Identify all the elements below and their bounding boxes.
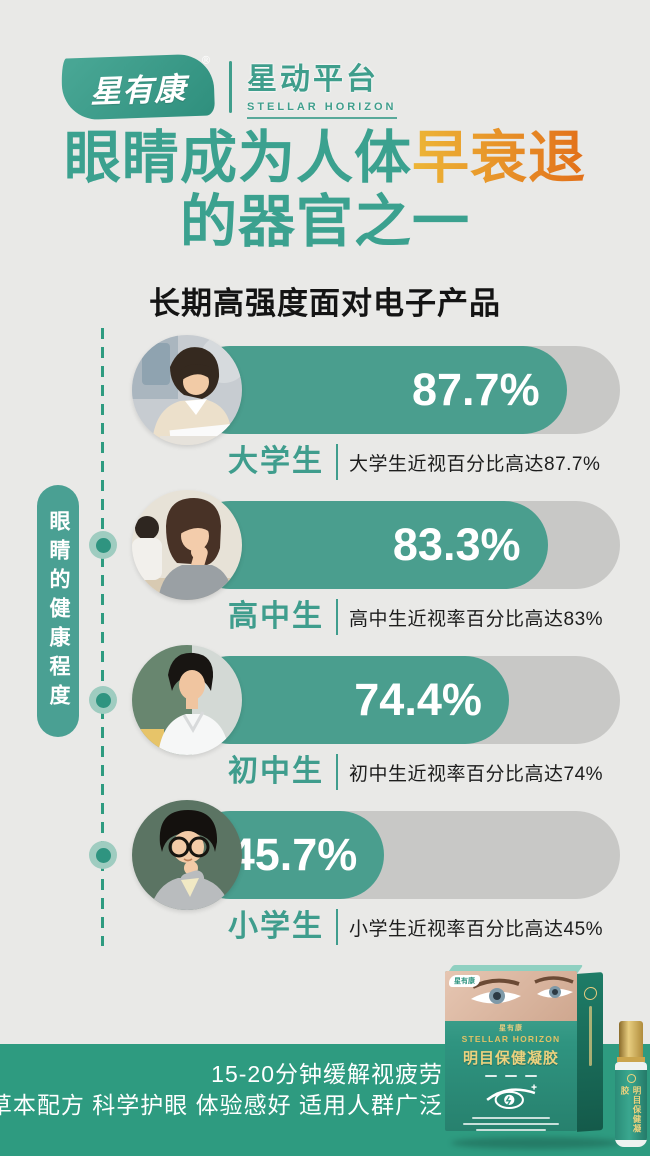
timeline-dot xyxy=(89,531,117,559)
chart-row-high-school: 83.3% 高中生 xyxy=(0,470,650,635)
tube-gold-cap xyxy=(619,1021,643,1057)
bar-value-label: 83.3% xyxy=(392,519,521,570)
category-label: 小学生 xyxy=(228,910,324,943)
main-title: 眼睛成为人体早衰退 的器官之一 xyxy=(0,126,650,254)
box-feature-marks xyxy=(485,1075,537,1077)
bar-value-label: 87.7% xyxy=(412,364,540,415)
category-description: 高中生近视率百分比高达83% xyxy=(349,609,604,630)
university-student-photo xyxy=(132,335,242,445)
caption-divider xyxy=(336,754,338,790)
axis-label-pill: 眼睛的健康程度 xyxy=(37,485,79,737)
platform-subtitle: STELLAR HORIZON xyxy=(247,101,397,119)
chart-row-university: 87.7% 大学生 xyxy=(0,315,650,480)
row-caption: 高中生 高中生近视率百分比高达83% xyxy=(228,591,603,635)
platform-name: 星动平台 xyxy=(247,63,379,96)
caption-divider xyxy=(336,599,338,635)
brand-header: 星有康 ® 星动平台 STELLAR HORIZON xyxy=(60,52,397,121)
tube-band xyxy=(617,1057,645,1062)
eye-emblem-icon xyxy=(486,1084,537,1110)
chart-subtitle: 长期高强度面对电子产品 xyxy=(149,286,501,321)
bar-fill: 83.3% xyxy=(186,501,548,589)
caption-divider xyxy=(336,909,338,945)
footer-line1: 15-20分钟缓解视疲劳 xyxy=(211,1061,443,1087)
bar-fill: 87.7% xyxy=(186,346,567,434)
title-line1-normal: 眼睛成为人体 xyxy=(64,126,412,190)
brand-logo-text: 星有康 xyxy=(89,70,187,109)
dashed-axis-line xyxy=(101,328,104,946)
tube-emblem-icon xyxy=(626,1074,636,1083)
bar-value-label: 74.4% xyxy=(354,674,482,725)
bar-track: 83.3% xyxy=(186,501,620,589)
tube-label: 明目保健凝胶 xyxy=(615,1070,647,1140)
myopia-bar-chart: 眼睛的健康程度 87.7% xyxy=(0,315,650,963)
eyes-photo-strip: 星有康 xyxy=(445,971,577,1021)
box-fine-print-lines xyxy=(445,1117,577,1131)
logo-divider xyxy=(229,60,232,113)
bar-track: 87.7% xyxy=(186,346,620,434)
category-description: 初中生近视率百分比高达74% xyxy=(349,764,604,785)
registered-trademark-mark: ® xyxy=(201,53,211,67)
product-shadow xyxy=(451,1137,621,1149)
bar-track: 45.7% xyxy=(186,811,620,899)
category-description: 大学生近视百分比高达87.7% xyxy=(349,454,601,475)
product-box-front: 星有康 星有康 STELLAR HORIZON 明目保健凝胶 xyxy=(445,971,577,1131)
tube-body: 明目保健凝胶 xyxy=(615,1062,647,1147)
category-label: 初中生 xyxy=(228,755,324,788)
title-line2: 的器官之一 xyxy=(180,190,470,254)
axis-label-text: 眼睛的健康程度 xyxy=(47,509,70,713)
row-caption: 初中生 初中生近视率百分比高达74% xyxy=(228,746,603,790)
footer-line2: 草本配方 科学护眼 体验感好 适用人群广泛 xyxy=(0,1092,443,1118)
leaf-logo-icon: 星有康 ® xyxy=(60,52,216,121)
product-tube: 明目保健凝胶 xyxy=(615,1021,647,1147)
box-mini-logo: 星有康 xyxy=(449,975,480,987)
chart-row-primary-school: 45.7% 小学生 xyxy=(0,780,650,945)
box-product-name: 明目保健凝胶 xyxy=(462,1050,559,1067)
product-box-side xyxy=(577,972,603,1132)
footer-text: 15-20分钟缓解视疲劳 草本配方 科学护眼 体验感好 适用人群广泛 xyxy=(0,1059,443,1121)
category-description: 小学生近视率百分比高达45% xyxy=(349,919,604,940)
tube-label-text: 明目保健凝胶 xyxy=(620,1085,642,1134)
category-label: 高中生 xyxy=(228,600,324,633)
bar-value-label: 45.7% xyxy=(229,829,358,880)
primary-school-student-photo xyxy=(132,800,242,910)
chart-row-middle-school: 74.4% 初中生 初中生近视率百分比高达74% xyxy=(0,625,650,790)
category-label: 大学生 xyxy=(228,445,324,478)
box-side-emblem-icon xyxy=(583,986,597,1001)
caption-divider xyxy=(336,444,338,480)
row-caption: 小学生 小学生近视率百分比高达45% xyxy=(228,901,603,945)
box-brand-en: STELLAR HORIZON xyxy=(461,1034,561,1044)
row-caption: 大学生 大学生近视百分比高达87.7% xyxy=(228,436,600,480)
product-shot: 星有康 星有康 STELLAR HORIZON 明目保健凝胶 xyxy=(443,963,650,1153)
title-line1-highlight: 早衰退 xyxy=(412,126,586,190)
box-side-text-bar xyxy=(588,1005,592,1067)
middle-school-student-photo xyxy=(132,645,242,755)
timeline-dot xyxy=(89,686,117,714)
high-school-student-photo xyxy=(132,490,242,600)
bar-track: 74.4% xyxy=(186,656,620,744)
timeline-dot xyxy=(89,841,117,869)
platform-block: 星动平台 STELLAR HORIZON xyxy=(247,54,397,119)
box-brand-small: 星有康 xyxy=(499,1025,523,1032)
